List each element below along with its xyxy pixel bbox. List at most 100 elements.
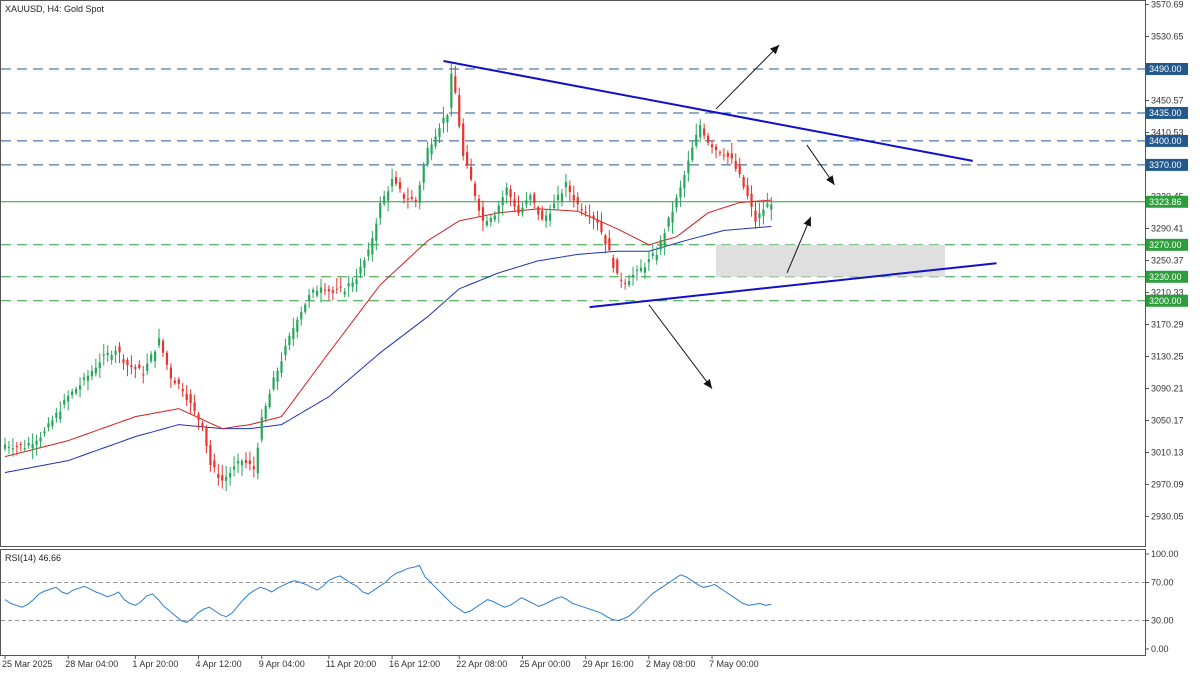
bull-candle-body: [300, 311, 303, 320]
bull-candle-body: [260, 417, 263, 440]
price-tick-label: 3170.29: [1151, 320, 1184, 330]
level-price-label: 3435.00: [1149, 108, 1182, 118]
bull-candle-body: [391, 179, 394, 187]
bear-candle-body: [738, 164, 741, 174]
bear-candle-body: [722, 155, 725, 157]
level-price-label: 3323.86: [1149, 197, 1182, 207]
bear-candle-body: [398, 182, 402, 189]
price-tick-label: 2970.09: [1151, 480, 1184, 490]
level-price-label: 3270.00: [1149, 240, 1182, 250]
support-zone-rect: [716, 244, 946, 277]
bull-candle-body: [39, 437, 42, 442]
fast-moving-average-line: [4, 199, 772, 458]
bear-candle-body: [596, 219, 599, 223]
bull-candle-body: [635, 269, 639, 271]
bull-candle-body: [47, 423, 50, 428]
bull-candle-body: [367, 249, 370, 256]
bull-candle-body: [497, 205, 500, 214]
bull-candle-body: [529, 195, 532, 200]
bull-candle-body: [296, 319, 299, 332]
bull-candle-body: [225, 476, 228, 482]
bull-candle-body: [43, 431, 46, 434]
bear-candle-body: [462, 123, 465, 156]
bull-candle-body: [319, 287, 323, 293]
bear-candle-body: [15, 446, 18, 448]
bear-candle-body: [710, 144, 714, 148]
arrow-head: [770, 45, 780, 55]
level-price-label: 3400.00: [1149, 136, 1182, 146]
bear-candle-body: [209, 445, 212, 466]
bull-candle-body: [355, 279, 358, 285]
level-price-tag: [1146, 158, 1188, 171]
bear-candle-body: [323, 289, 327, 291]
price-tick-label: 3290.41: [1151, 224, 1184, 234]
bear-candle-body: [327, 289, 330, 292]
bull-candle-body: [308, 295, 311, 301]
level-price-tag: [1146, 238, 1188, 251]
bull-candle-body: [387, 191, 390, 201]
bull-candle-body: [94, 367, 97, 374]
time-tick-label: 29 Apr 16:00: [583, 659, 634, 669]
bear-candle-body: [509, 189, 512, 198]
price-tick-label: 3010.13: [1151, 448, 1184, 458]
resistance-trendline: [443, 60, 973, 162]
bull-candle-body: [67, 395, 70, 402]
bull-candle-body: [545, 215, 548, 221]
bear-candle-body: [604, 235, 607, 245]
time-tick-label: 9 Apr 04:00: [259, 659, 305, 669]
bull-candle-body: [525, 200, 528, 205]
bear-candle-body: [473, 183, 477, 196]
bear-candle-body: [181, 388, 184, 392]
bear-candle-body: [173, 380, 176, 384]
bull-candle-body: [110, 355, 113, 360]
bull-candle-body: [71, 391, 74, 396]
bull-candle-body: [351, 282, 354, 288]
time-tick-label: 16 Apr 12:00: [389, 659, 440, 669]
bull-candle-body: [663, 233, 666, 245]
bull-candle-body: [31, 443, 34, 449]
price-tick-label: 3250.37: [1151, 256, 1184, 266]
time-tick-label: 22 Apr 08:00: [456, 659, 507, 669]
bear-candle-body: [568, 185, 571, 193]
rsi-panel-frame: [0, 549, 1146, 656]
rsi-line: [4, 564, 772, 623]
price-tick-label: 3570.69: [1151, 0, 1184, 10]
bull-candle-body: [363, 260, 366, 268]
bear-candle-body: [588, 215, 591, 217]
bear-candle-body: [335, 288, 338, 290]
bear-candle-body: [244, 460, 248, 463]
bull-candle-body: [383, 196, 386, 204]
bull-candle-body: [272, 377, 275, 390]
bear-candle-body: [161, 340, 165, 353]
rsi-tick-label: 0.00: [1151, 644, 1169, 654]
bull-candle-body: [762, 209, 765, 216]
main-panel-frame: [0, 0, 1146, 547]
bull-candle-body: [770, 204, 773, 210]
bull-candle-body: [379, 203, 382, 219]
bull-candle-body: [51, 420, 54, 427]
bear-candle-body: [718, 152, 722, 154]
bull-candle-body: [438, 127, 441, 138]
time-tick-label: 4 Apr 12:00: [196, 659, 242, 669]
bear-candle-body: [134, 367, 137, 369]
bull-candle-body: [240, 461, 244, 466]
bull-candle-body: [312, 289, 315, 293]
bull-candle-body: [418, 184, 421, 203]
bull-candle-body: [655, 255, 658, 261]
bull-candle-body: [106, 352, 109, 356]
level-price-label: 3370.00: [1149, 160, 1182, 170]
slow-moving-average-line: [4, 225, 772, 474]
candlesticks: [3, 63, 773, 492]
bull-candle-body: [675, 197, 678, 208]
bear-candle-body: [572, 195, 575, 201]
bear-candle-body: [746, 185, 749, 196]
bear-candle-body: [189, 394, 192, 403]
bull-candle-body: [276, 370, 279, 382]
bull-candle-body: [154, 351, 157, 362]
bull-candle-body: [430, 144, 433, 155]
price-axis: 3570.693530.653490.613450.573410.533370.…: [1145, 0, 1188, 522]
bull-candle-body: [63, 399, 66, 405]
time-tick-label: 11 Apr 20:00: [326, 659, 376, 669]
bear-candle-body: [138, 364, 141, 368]
